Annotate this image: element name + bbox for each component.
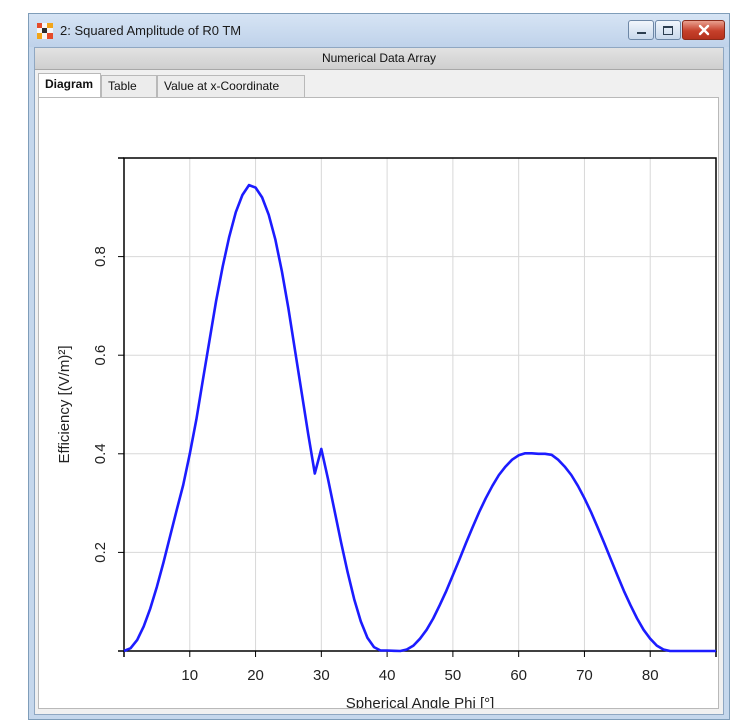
y-tick-label: 0.4	[92, 443, 109, 464]
y-axis-label: Efficiency [(V/m)²]	[56, 345, 73, 463]
app-icon	[37, 23, 53, 39]
x-tick-label: 50	[445, 667, 462, 684]
x-tick-label: 10	[181, 667, 198, 684]
x-axis-label: Spherical Angle Phi [°]	[346, 695, 495, 708]
diagram-panel[interactable]: 10 20 30 40 50 60 70 80 0.2 0.4 0.6 0.8 Spherical …	[38, 97, 719, 712]
y-tick-label: 0.2	[92, 542, 109, 563]
tab-table[interactable]: Table	[101, 75, 157, 97]
panel-header: Numerical Data Array	[35, 48, 723, 70]
series-line	[123, 183, 716, 653]
x-tick-label: 80	[642, 667, 659, 684]
tab-diagram[interactable]: Diagram	[38, 73, 101, 98]
title-bar[interactable]: 2: Squared Amplitude of R0 TM	[29, 14, 729, 47]
tick-marks	[118, 157, 717, 657]
y-tick-label: 0.6	[92, 345, 109, 366]
x-tick-label: 60	[510, 667, 527, 684]
plot-frame	[123, 157, 717, 652]
window-client-area: Numerical Data Array Diagram Table Value…	[34, 47, 724, 715]
tab-strip: Diagram Table Value at x-Coordinate	[35, 73, 723, 98]
close-button[interactable]	[682, 20, 725, 40]
x-tick-label: 20	[247, 667, 264, 684]
x-tick-label: 70	[576, 667, 593, 684]
x-tick-label: 30	[313, 667, 330, 684]
x-tick-labels: 10 20 30 40 50 60 70 80	[181, 667, 658, 684]
window-title: 2: Squared Amplitude of R0 TM	[60, 23, 242, 38]
minimize-button[interactable]	[628, 20, 654, 40]
tab-value-at-x-coordinate[interactable]: Value at x-Coordinate	[157, 75, 305, 97]
x-tick-label: 40	[379, 667, 396, 684]
window: 2: Squared Amplitude of R0 TM Numerical …	[28, 13, 730, 720]
grid	[124, 158, 716, 651]
y-tick-labels: 0.2 0.4 0.6 0.8	[92, 246, 109, 563]
chart: 10 20 30 40 50 60 70 80 0.2 0.4 0.6 0.8 Spherical …	[56, 157, 717, 712]
close-icon	[698, 24, 709, 36]
maximize-icon	[663, 25, 673, 35]
minimize-icon	[636, 32, 646, 34]
maximize-button[interactable]	[655, 20, 681, 40]
y-tick-label: 0.8	[92, 246, 109, 267]
